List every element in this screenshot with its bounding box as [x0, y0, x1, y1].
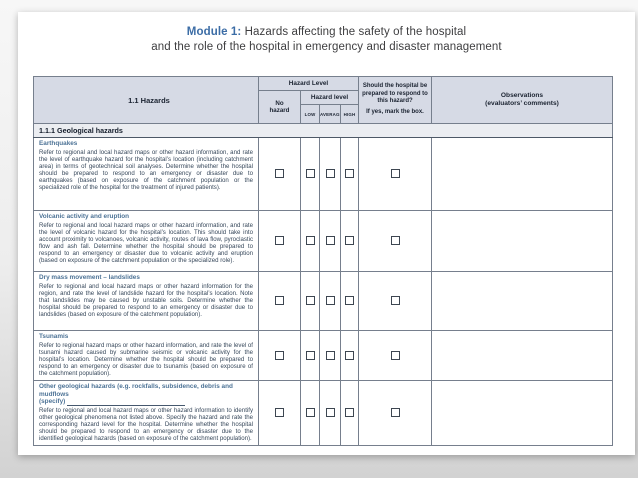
checkbox-high[interactable]	[345, 236, 354, 246]
hazard-row-earthquakes: Earthquakes Refer to regional and local …	[33, 137, 613, 211]
should-instruction: If yes, mark the box.	[366, 109, 424, 116]
page-title-line1: Module 1: Hazards affecting the safety o…	[18, 25, 635, 40]
hazard-description-cell: Tsunamis Refer to regional hazard maps o…	[33, 330, 259, 381]
hazard-title: Earthquakes	[39, 140, 78, 147]
column-header-average: AVERAGE	[319, 104, 341, 124]
high-cell	[340, 330, 359, 381]
hazard-row-other-geological: Other geological hazards (e.g. rockfalls…	[33, 380, 613, 446]
page-title-line2: and the role of the hospital in emergenc…	[151, 41, 502, 53]
high-cell	[340, 210, 359, 272]
average-cell	[319, 210, 341, 272]
module-label: Module 1:	[186, 26, 242, 38]
observations-cell[interactable]	[431, 271, 613, 331]
high-cell	[340, 137, 359, 211]
high-cell	[340, 380, 359, 446]
low-cell	[300, 210, 320, 272]
column-header-hazard-level-group: Hazard Level	[258, 76, 359, 91]
page-title: Module 1: Hazards affecting the safety o…	[18, 25, 635, 55]
observations-cell[interactable]	[431, 210, 613, 272]
low-cell	[300, 380, 320, 446]
checkbox-high[interactable]	[345, 296, 354, 306]
hazard-description-cell: Volcanic activity and eruption Refer to …	[33, 210, 259, 272]
hazard-title: Volcanic activity and eruption	[39, 213, 130, 220]
checkbox-average[interactable]	[325, 350, 335, 360]
hazard-description: Refer to regional and local hazard maps …	[39, 148, 253, 192]
checkbox-low[interactable]	[305, 408, 315, 418]
checkbox-no-hazard[interactable]	[275, 236, 284, 246]
low-cell	[300, 330, 320, 381]
checkbox-should-prepare[interactable]	[390, 350, 400, 360]
checkbox-average[interactable]	[325, 169, 335, 179]
title-text-1: Hazards affecting the safety of the hosp…	[244, 26, 467, 38]
hazards-table: 1.1 Hazards Hazard Level Should the hosp…	[33, 76, 613, 446]
column-header-observations: Observations (evaluators’ comments)	[431, 76, 613, 124]
hazard-title: Dry mass movement – landslides	[39, 274, 140, 281]
checkbox-high[interactable]	[345, 350, 354, 360]
hazard-description-cell: Other geological hazards (e.g. rockfalls…	[33, 380, 259, 446]
checkbox-no-hazard[interactable]	[275, 296, 284, 306]
checkbox-should-prepare[interactable]	[390, 236, 400, 246]
column-header-no-hazard: No hazard	[258, 90, 301, 124]
low-cell	[300, 271, 320, 331]
hazard-title: Tsunamis	[39, 333, 69, 340]
hazard-row-landslides: Dry mass movement – landslides Refer to …	[33, 271, 613, 331]
hazard-description: Refer to regional and local hazard maps …	[39, 282, 253, 319]
hazard-description-cell: Dry mass movement – landslides Refer to …	[33, 271, 259, 331]
column-header-hazards: 1.1 Hazards	[33, 76, 259, 124]
no-hazard-cell	[258, 210, 301, 272]
no-hazard-cell	[258, 330, 301, 381]
observations-cell[interactable]	[431, 137, 613, 211]
average-cell	[319, 271, 341, 331]
checkbox-low[interactable]	[305, 296, 315, 306]
hazard-description-cell: Earthquakes Refer to regional and local …	[33, 137, 259, 211]
should-question: Should the hospital be prepared to respo…	[362, 83, 428, 104]
low-cell	[300, 137, 320, 211]
observations-label: Observations	[500, 91, 544, 99]
no-hazard-cell	[258, 271, 301, 331]
column-header-hazard-level-sub: Hazard level	[300, 90, 359, 105]
should-prepare-cell	[358, 380, 432, 446]
observations-cell[interactable]	[431, 380, 613, 446]
checkbox-should-prepare[interactable]	[390, 408, 400, 418]
no-hazard-cell	[258, 380, 301, 446]
column-header-should-prepare: Should the hospital be prepared to respo…	[358, 76, 432, 124]
should-prepare-cell	[358, 330, 432, 381]
checkbox-average[interactable]	[325, 408, 335, 418]
section-header-geological-hazards: 1.1.1 Geological hazards	[33, 123, 613, 138]
observations-sublabel: (evaluators’ comments)	[485, 100, 559, 107]
hazard-row-tsunamis: Tsunamis Refer to regional hazard maps o…	[33, 330, 613, 381]
checkbox-no-hazard[interactable]	[275, 408, 284, 418]
column-header-high: HIGH	[340, 104, 359, 124]
checkbox-high[interactable]	[345, 408, 354, 418]
hazard-title-specify: (specify)	[39, 398, 253, 406]
observations-cell[interactable]	[431, 330, 613, 381]
average-cell	[319, 330, 341, 381]
should-prepare-cell	[358, 137, 432, 211]
hazard-description: Refer to regional hazard maps or other h…	[39, 341, 253, 378]
checkbox-low[interactable]	[305, 350, 315, 360]
checkbox-should-prepare[interactable]	[390, 169, 400, 179]
checkbox-no-hazard[interactable]	[275, 169, 284, 179]
column-header-low: LOW	[300, 104, 320, 124]
average-cell	[319, 137, 341, 211]
checkbox-high[interactable]	[345, 169, 354, 179]
checkbox-low[interactable]	[305, 169, 315, 179]
average-cell	[319, 380, 341, 446]
checkbox-no-hazard[interactable]	[275, 350, 284, 360]
checkbox-average[interactable]	[325, 236, 335, 246]
should-prepare-cell	[358, 271, 432, 331]
hazard-description: Refer to regional and local hazard maps …	[39, 221, 253, 265]
checkbox-should-prepare[interactable]	[390, 296, 400, 306]
hazard-title: Other geological hazards (e.g. rockfalls…	[39, 383, 233, 398]
specify-blank-line[interactable]	[67, 401, 186, 406]
should-prepare-cell	[358, 210, 432, 272]
hazard-row-volcanic: Volcanic activity and eruption Refer to …	[33, 210, 613, 272]
no-hazard-cell	[258, 137, 301, 211]
high-cell	[340, 271, 359, 331]
checkbox-average[interactable]	[325, 296, 335, 306]
hazard-description: Refer to regional and local hazard maps …	[39, 406, 253, 443]
document-page: Module 1: Hazards affecting the safety o…	[18, 12, 635, 455]
checkbox-low[interactable]	[305, 236, 315, 246]
